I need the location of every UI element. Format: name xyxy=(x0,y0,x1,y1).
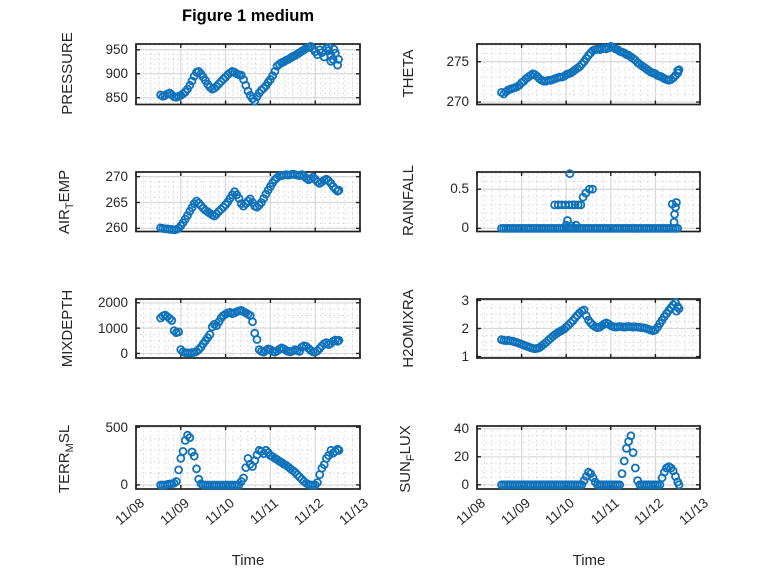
y-tick-label-sun-flux: 40 xyxy=(453,421,469,437)
scatter-series-mixdepth xyxy=(156,305,344,358)
y-tick-label-pressure: 950 xyxy=(105,41,128,57)
subplot-rainfall xyxy=(476,168,701,233)
y-tick-label-mixdepth: 1000 xyxy=(97,320,128,336)
y-tick-label-pressure: 850 xyxy=(105,89,128,105)
y-tick-label-rainfall: 0 xyxy=(461,220,469,236)
scatter-series-sun-flux xyxy=(497,431,684,490)
y-tick-label-air-temp: 265 xyxy=(105,194,128,210)
scatter-series-terr-msl xyxy=(156,430,344,490)
y-tick-label-terr-msl: 500 xyxy=(105,419,128,435)
y-tick-label-theta: 275 xyxy=(446,53,469,69)
scatter-series-air-temp xyxy=(156,169,344,234)
subplot-terr-msl xyxy=(135,425,361,490)
y-tick-label-terr-msl: 0 xyxy=(120,477,128,493)
axes-box xyxy=(135,170,361,232)
x-axis-label-left: Time xyxy=(231,552,265,569)
scatter-series-theta xyxy=(497,41,684,98)
subplot-h2omixra xyxy=(476,298,701,359)
y-tick-label-h2omixra: 2 xyxy=(461,321,469,336)
axes-box xyxy=(476,42,701,105)
y-tick-label-air-temp: 260 xyxy=(105,220,128,236)
scatter-series-rainfall xyxy=(497,168,683,233)
x-axis-label-right: Time xyxy=(572,552,606,569)
subplot-sun-flux xyxy=(476,425,701,490)
y-tick-label-mixdepth: 2000 xyxy=(97,295,128,311)
y-tick-label-sun-flux: 0 xyxy=(461,477,469,493)
y-axis-label-terr-msl: TERRMSL xyxy=(56,424,76,493)
y-tick-label-mixdepth: 0 xyxy=(120,345,128,361)
y-tick-label-rainfall: 0.5 xyxy=(450,181,469,197)
figure-title: Figure 1 medium xyxy=(181,7,315,25)
y-tick-label-h2omixra: 1 xyxy=(461,349,469,365)
subplot-mixdepth xyxy=(135,298,361,359)
subplot-air-temp xyxy=(135,169,361,234)
y-tick-label-pressure: 900 xyxy=(105,65,128,81)
y-tick-label-h2omixra: 3 xyxy=(461,292,469,308)
axes-box xyxy=(135,425,361,490)
y-tick-label-sun-flux: 20 xyxy=(453,449,469,465)
subplot-pressure xyxy=(135,41,361,105)
subplot-theta xyxy=(476,41,701,105)
y-tick-label-air-temp: 270 xyxy=(105,168,128,184)
y-tick-label-theta: 270 xyxy=(446,94,469,110)
scatter-series-h2omixra xyxy=(497,298,684,354)
scatter-series-pressure xyxy=(156,41,343,105)
y-axis-label-sun-flux: SUNFLUX xyxy=(397,424,417,493)
